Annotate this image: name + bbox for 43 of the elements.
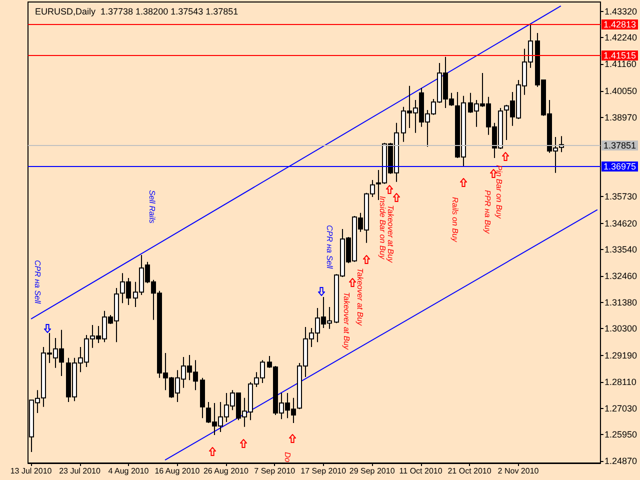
x-tick-label: 4 Aug 2010 [108,466,150,476]
y-tick-label: 1.34620 [604,218,638,228]
y-tick-label: 1.42240 [604,32,638,43]
annotation: Pin Bar on Buy [494,165,504,220]
x-tick-label: 7 Sep 2010 [254,466,296,476]
x-tick-label: 26 Aug 2010 [203,466,249,476]
annotation: PPR на Buy [483,190,492,235]
x-tick-label: 11 Oct 2010 [399,466,443,476]
x-tick-label: 13 Jul 2010 [10,466,52,476]
y-tick-label: 1.41160 [604,58,636,69]
x-tick-label: 23 Jul 2010 [59,466,101,476]
y-tick-label: 1.25950 [604,430,638,440]
x-tick-label: 2 Nov 2010 [498,466,540,476]
text: EURUSD,Daily 1.37738 1.38200 1.37543 1.37851 [35,6,238,16]
ref-line-label: 1.41515 [603,50,636,60]
annotation: CPR на Sell [33,260,42,304]
y-tick-label: 1.43320 [604,6,638,16]
annotation: Do [282,452,292,463]
y-tick-label: 1.24870 [604,456,638,466]
annotation: Sell Rails [147,190,156,224]
annotation: Takeover at Buy [355,268,364,327]
ref-line-label: 1.36975 [603,162,636,172]
annotation: CPR на Sell [324,225,334,269]
y-tick-label: 1.35730 [604,191,638,202]
ref-line-label: 1.37851 [603,140,636,150]
y-tick-label: 1.27030 [604,403,638,414]
y-tick-label: 1.28110 [604,377,636,388]
annotation: Inside Bar on Buy [378,196,388,260]
x-tick-label: 21 Oct 2010 [448,466,492,476]
y-tick-label: 1.40050 [604,86,638,96]
x-tick-label: 16 Aug 2010 [154,466,200,476]
annotation: Takeover at Buy [386,205,395,264]
y-tick-label: 1.32460 [604,271,638,282]
annotation: Takeover at Buy [342,292,351,351]
ref-line-label: 1.42813 [603,20,636,30]
annotation: Rails on Buy [450,197,460,243]
y-tick-label: 1.29190 [604,350,638,361]
x-tick-label: 17 Sep 2010 [300,466,347,476]
x-tick-label: 29 Sep 2010 [349,466,396,476]
y-tick-label: 1.38970 [604,112,638,122]
y-tick-label: 1.30300 [604,324,638,334]
y-tick-label: 1.33540 [604,244,638,255]
y-tick-label: 1.31380 [604,297,638,308]
